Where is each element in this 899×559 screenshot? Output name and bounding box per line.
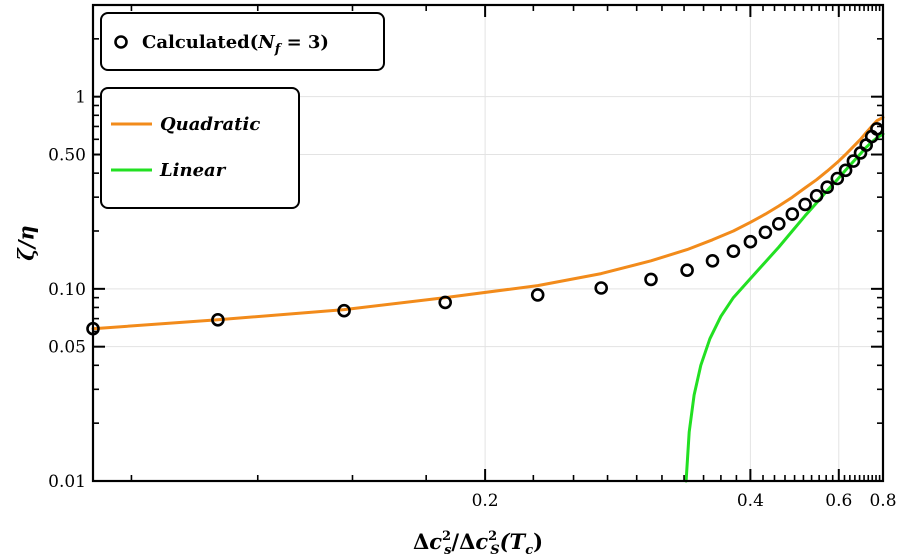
data-point-calculated-n-f-3: [726, 244, 741, 258]
x-label-num-sub: s: [444, 543, 452, 558]
data-point-calculated-n-f-3: [809, 189, 824, 203]
x-label-den-var: c: [475, 529, 488, 554]
y-tick-label: 0.05: [48, 338, 86, 358]
data-point-calculated-n-f-3: [838, 163, 853, 178]
data-point-calculated-n-f-3: [830, 171, 845, 186]
data-point-calculated-n-f-3: [211, 312, 225, 327]
data-point-calculated-n-f-3: [705, 253, 720, 268]
legend-label-quadratic: Quadratic: [160, 114, 260, 135]
y-tick-label: 0.10: [48, 280, 86, 300]
data-point-calculated-n-f-3: [771, 217, 786, 231]
x-tick-label: 0.8: [869, 491, 896, 511]
series-line-quadratic: [91, 115, 885, 331]
data-point-calculated-n-f-3: [680, 263, 694, 278]
data-point-calculated-n-f-3: [530, 288, 545, 302]
y-tick-label: 0.01: [48, 472, 86, 492]
legend-marker-calculated: [114, 35, 128, 49]
x-label-num-base: Δ: [413, 529, 429, 554]
data-point-calculated-n-f-3: [644, 272, 658, 287]
x-label-den-base: Δ: [459, 529, 475, 554]
legend-label-calculated: Calculated(Nf = 3): [142, 32, 329, 57]
y-tick-label: 1: [75, 88, 86, 108]
legend-label-linear: Linear: [159, 160, 227, 181]
data-point-calculated-n-f-3: [820, 180, 835, 194]
legend-calculated: Calculated(Nf = 3): [100, 12, 385, 71]
data-point-calculated-n-f-3: [743, 234, 758, 249]
series-layer: [86, 115, 885, 483]
x-label-num-var: c: [429, 529, 442, 554]
x-label-den-arg: (T: [500, 529, 527, 554]
legend-fits: Quadratic Linear: [100, 87, 300, 209]
x-label-den-sub: S: [490, 543, 499, 558]
ticks: [93, 4, 884, 482]
x-label-num-sup: 2: [442, 529, 451, 544]
x-label-den-sup: 2: [488, 529, 497, 544]
x-label-den-arg-sub: c: [525, 543, 533, 558]
x-tick-label: 0.2: [472, 491, 499, 511]
data-point-calculated-n-f-3: [758, 225, 773, 240]
grid: [93, 5, 884, 482]
x-axis-label: Δc2 s/Δc2 S(Tc): [413, 529, 543, 558]
series-line-linear: [684, 132, 885, 483]
x-tick-label: 0.6: [825, 491, 852, 511]
data-point-calculated-n-f-3: [846, 154, 861, 168]
data-point-calculated-n-f-3: [798, 197, 812, 212]
y-tick-label: 0.50: [48, 146, 86, 166]
y-axis-label: ζ/η: [13, 225, 38, 260]
data-point-calculated-n-f-3: [438, 295, 453, 310]
x-label-sep: /: [451, 529, 459, 554]
x-tick-label: 0.4: [737, 491, 764, 511]
data-point-calculated-n-f-3: [785, 207, 800, 221]
tick-labels: 0.2 0.4 0.6 0.8 0.01 0.05 0.10 0.50 1: [48, 88, 896, 511]
x-label-den-close: ): [533, 529, 543, 554]
plot-frame: [91, 3, 885, 483]
data-point-calculated-n-f-3: [337, 303, 351, 318]
data-point-calculated-n-f-3: [594, 281, 609, 295]
